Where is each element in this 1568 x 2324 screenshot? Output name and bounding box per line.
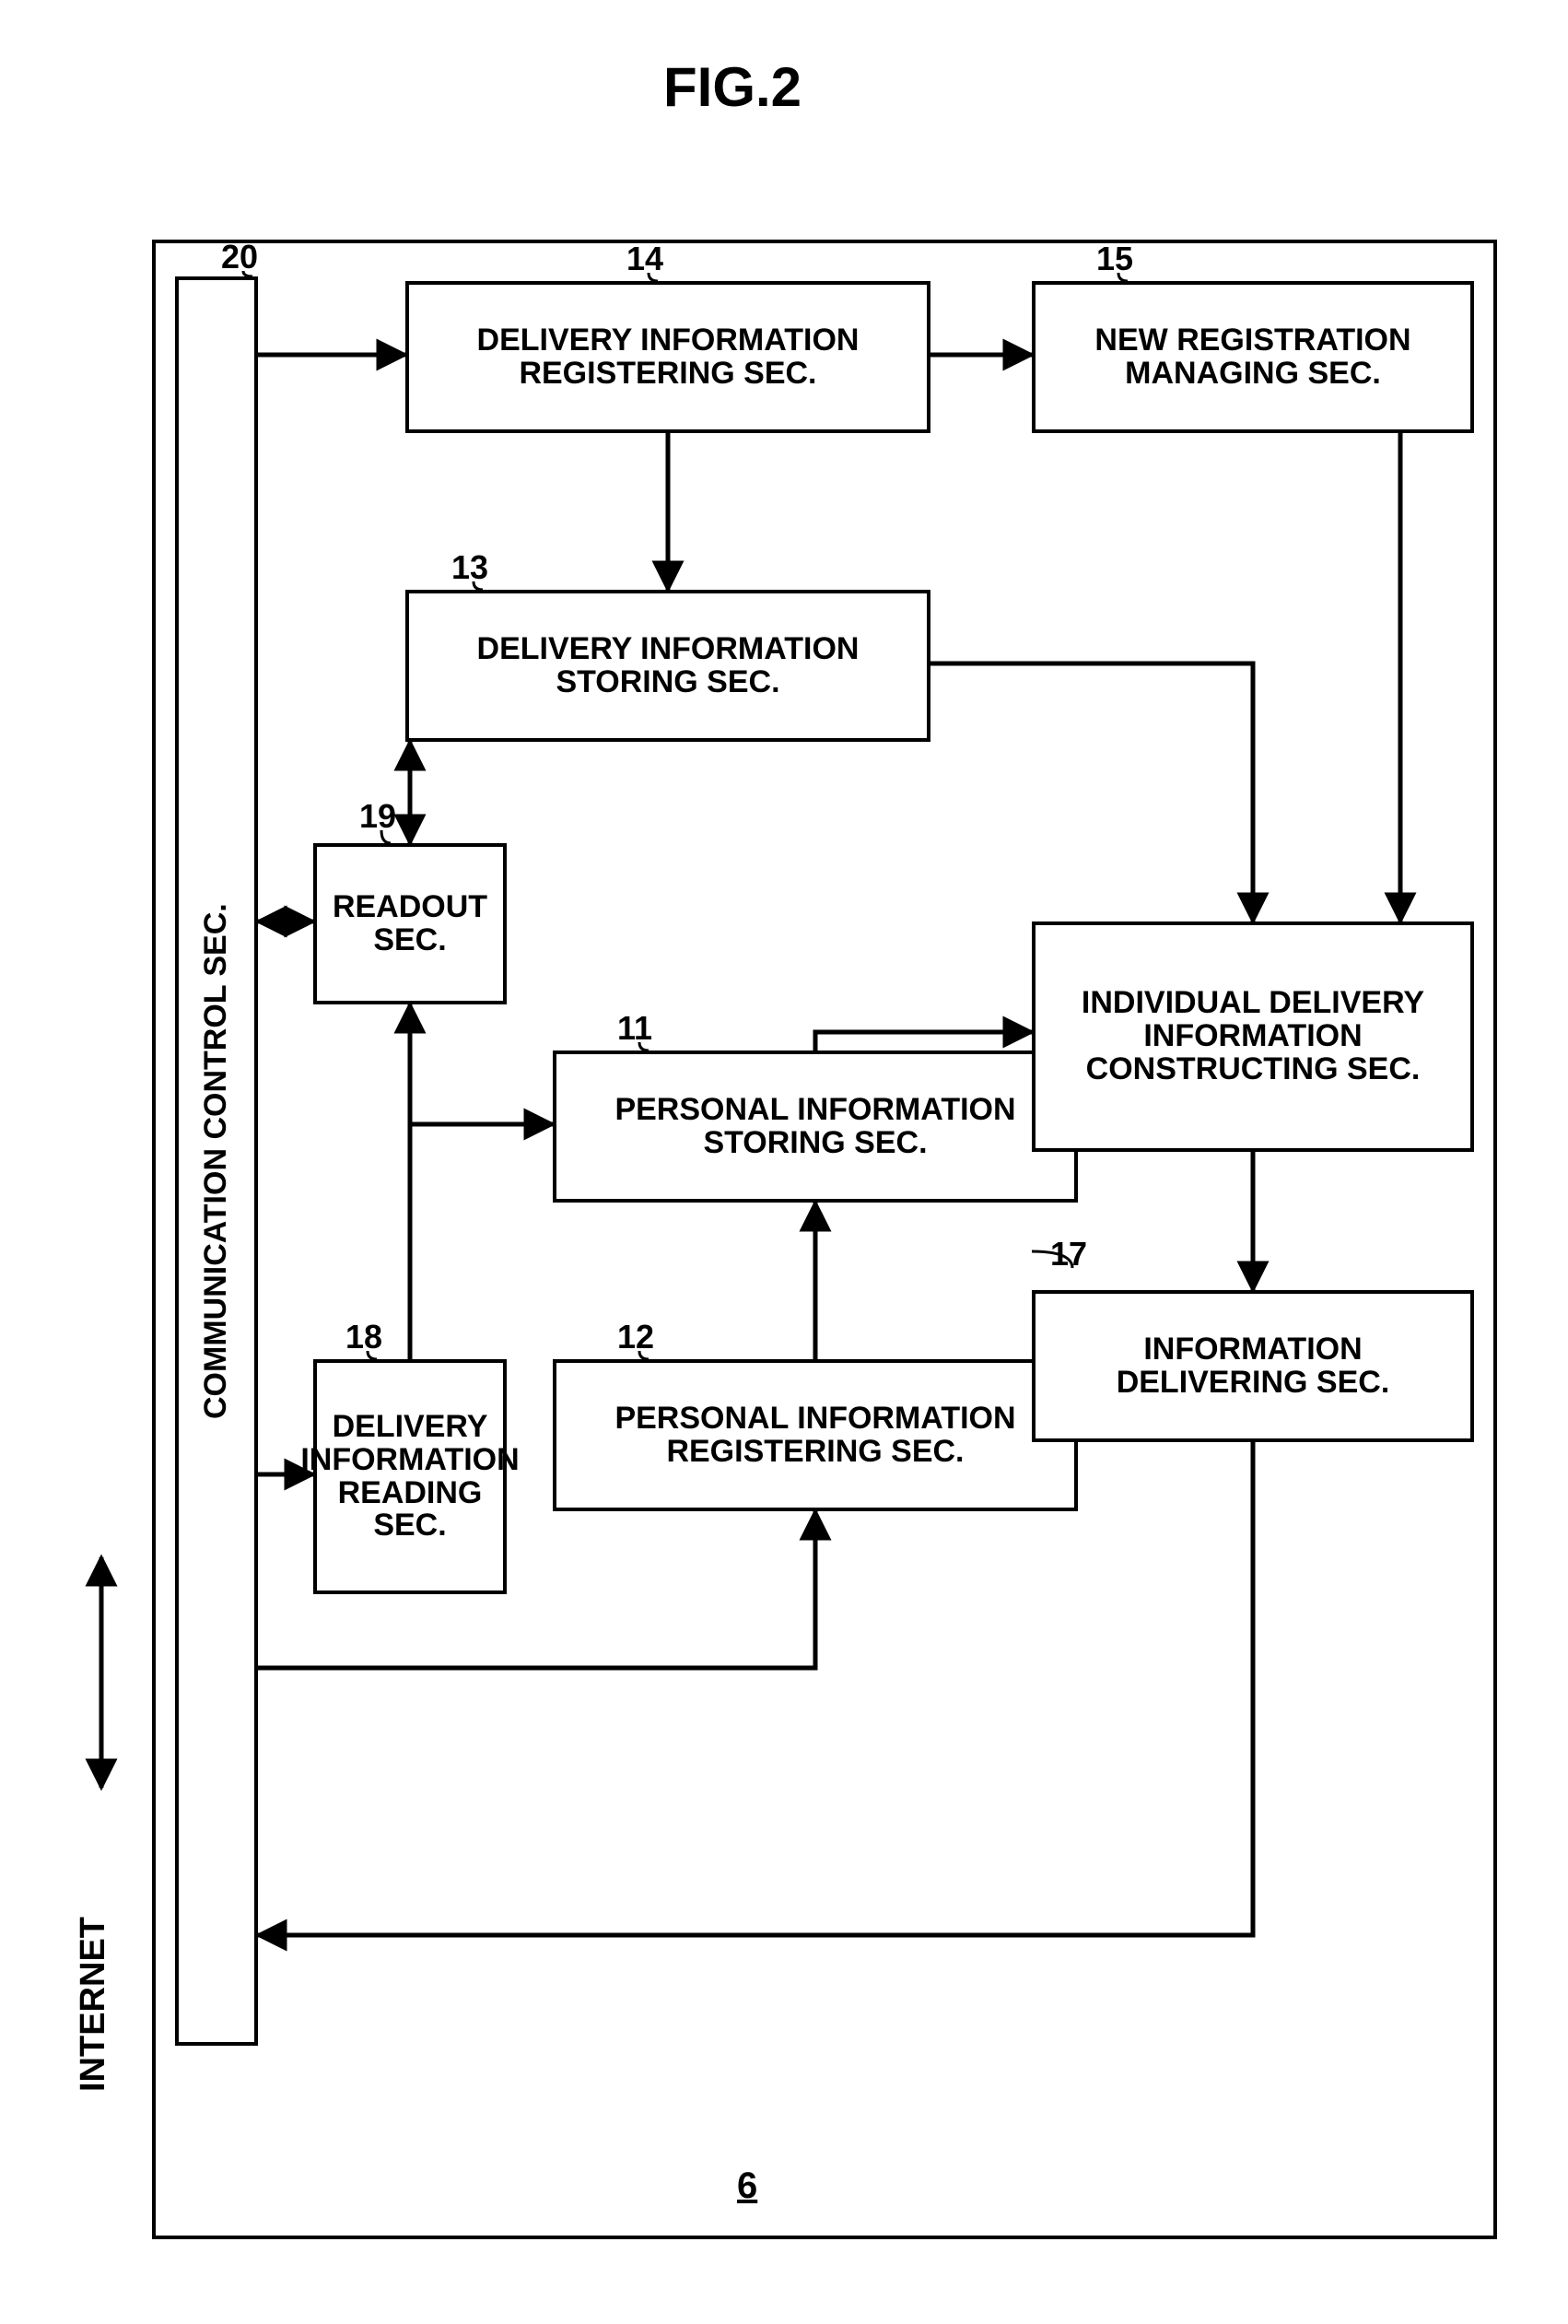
diagram-page: FIG.2 COMMUNICATION CONTROL SEC. DELIVER… xyxy=(37,37,1531,2287)
label: NEW REGISTRATIONMANAGING SEC. xyxy=(1094,324,1410,390)
block-delivery-info-registering: DELIVERY INFORMATIONREGISTERING SEC. xyxy=(405,281,930,433)
label: READOUTSEC. xyxy=(333,891,487,957)
block-information-delivering: INFORMATIONDELIVERING SEC. xyxy=(1032,1290,1474,1442)
label: INFORMATIONDELIVERING SEC. xyxy=(1117,1333,1390,1399)
block-personal-info-registering: PERSONAL INFORMATIONREGISTERING SEC. xyxy=(553,1359,1078,1511)
block-delivery-info-storing: DELIVERY INFORMATIONSTORING SEC. xyxy=(405,590,930,742)
block-individual-delivery-constructing: INDIVIDUAL DELIVERYINFORMATIONCONSTRUCTI… xyxy=(1032,921,1474,1152)
arrow-11-to-16 xyxy=(815,1032,1032,1050)
block-new-registration-managing: NEW REGISTRATIONMANAGING SEC. xyxy=(1032,281,1474,433)
block-communication-control: COMMUNICATION CONTROL SEC. xyxy=(175,276,258,2046)
label: DELIVERY INFORMATIONSTORING SEC. xyxy=(477,633,860,698)
label: DELIVERY INFORMATIONREGISTERING SEC. xyxy=(477,324,860,390)
block-personal-info-storing: PERSONAL INFORMATIONSTORING SEC. xyxy=(553,1050,1078,1203)
block-delivery-info-reading: DELIVERYINFORMATIONREADING SEC. xyxy=(313,1359,507,1594)
arrow-19-to-11 xyxy=(410,1004,553,1124)
label: INDIVIDUAL DELIVERYINFORMATIONCONSTRUCTI… xyxy=(1082,987,1424,1086)
block-readout: READOUTSEC. xyxy=(313,843,507,1004)
arrow-13-to-16 xyxy=(930,663,1253,921)
label: PERSONAL INFORMATIONREGISTERING SEC. xyxy=(614,1403,1015,1468)
label: DELIVERYINFORMATIONREADING SEC. xyxy=(300,1411,519,1543)
label: COMMUNICATION CONTROL SEC. xyxy=(200,903,233,1419)
label: PERSONAL INFORMATIONSTORING SEC. xyxy=(614,1094,1015,1159)
